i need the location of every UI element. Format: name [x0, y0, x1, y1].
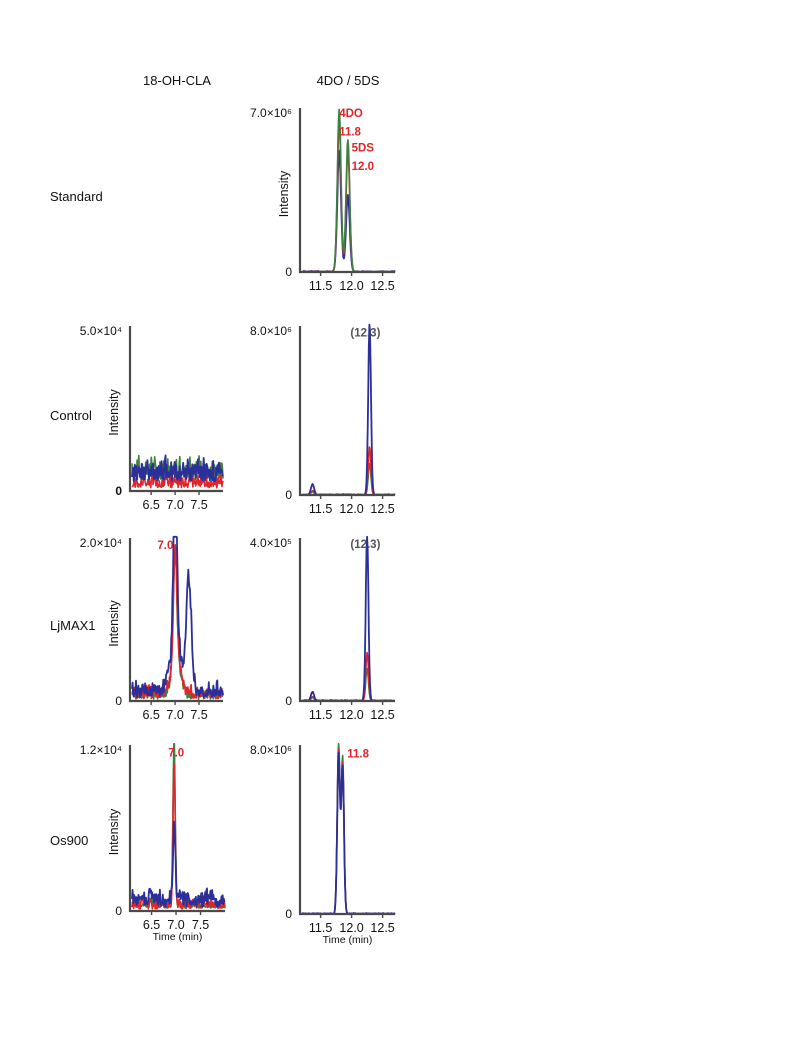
x-tick-label: 11.5: [309, 921, 332, 935]
series-red-line: [301, 651, 396, 702]
chart-panel-control-4do5ds: 11.5 12.0 12.5 0 8.0×10⁶ (12.3): [250, 323, 396, 516]
column-header-18ohcla: 18-OH-CLA: [143, 73, 211, 88]
column-header-4do5ds: 4DO / 5DS: [317, 73, 380, 88]
peak-annotation: (12.3): [350, 539, 380, 551]
series-red-line: [301, 446, 396, 496]
row-label-control: Control: [50, 408, 92, 423]
y-tick-label: 0: [285, 694, 292, 708]
peak-annotation: 7.0: [168, 748, 184, 760]
row-label-ljmax1: LjMAX1: [50, 618, 96, 633]
chart-panel-ljmax1-18ohcla: 6.5 7.0 7.5 0 2.0×10⁴ Intensity 7.0: [80, 535, 224, 722]
peak-annotation: 4DO: [339, 108, 363, 120]
row-label-os900: Os900: [50, 833, 88, 848]
y-axis-label: Intensity: [107, 599, 121, 646]
y-tick-label: 2.0×10⁴: [80, 536, 122, 550]
peak-annotation: 7.0: [157, 540, 173, 552]
y-tick-label: 8.0×10⁶: [250, 743, 292, 757]
series-red-line: [131, 763, 226, 910]
peak-annotation: 12.0: [352, 161, 374, 173]
x-tick-label: 7.5: [192, 918, 209, 932]
y-axis-label: Intensity: [107, 808, 121, 855]
series-blue-line: [131, 820, 226, 908]
x-tick-label: 7.0: [166, 498, 183, 512]
series-green-line: [301, 462, 396, 496]
x-axis-label: Time (min): [153, 931, 203, 943]
y-tick-label: 8.0×10⁶: [250, 324, 292, 338]
x-tick-label: 7.0: [166, 708, 183, 722]
peak-annotation: (12.3): [350, 327, 380, 339]
x-axis-label: Time (min): [323, 934, 373, 946]
x-tick-label: 7.5: [190, 708, 207, 722]
y-axis-label: Intensity: [277, 170, 291, 217]
y-tick-label: 0: [115, 694, 122, 708]
series-green-line: [131, 742, 226, 909]
peak-annotation: 5DS: [352, 143, 375, 155]
x-tick-label: 12.5: [370, 708, 394, 722]
x-tick-label: 7.5: [190, 498, 207, 512]
x-tick-label: 12.0: [339, 502, 363, 516]
y-tick-label: 0: [285, 488, 292, 502]
series-red-line: [301, 748, 396, 915]
y-tick-label: 0: [285, 907, 292, 921]
x-tick-label: 12.0: [339, 279, 363, 293]
chart-panel-ljmax1-4do5ds: 11.5 12.0 12.5 0 4.0×10⁵ (12.3): [250, 535, 396, 722]
x-tick-label: 12.0: [339, 921, 363, 935]
y-axis-label: Intensity: [107, 388, 121, 435]
series-green-line: [301, 742, 396, 915]
y-tick-label: 5.0×10⁴: [80, 324, 122, 338]
x-tick-label: 7.0: [167, 918, 184, 932]
x-tick-label: 6.5: [142, 708, 159, 722]
x-tick-label: 12.5: [370, 921, 394, 935]
y-tick-label: 0: [285, 265, 292, 279]
peak-annotation: 11.8: [347, 748, 369, 760]
x-tick-label: 11.5: [309, 502, 332, 516]
y-tick-label: 4.0×10⁵: [250, 536, 292, 550]
y-tick-label: 0: [115, 904, 122, 918]
series-blue-line: [301, 752, 396, 915]
chart-panel-control-18ohcla: 6.5 7.0 7.5 0 5.0×10⁴ Intensity: [80, 324, 224, 512]
x-tick-label: 12.5: [370, 502, 394, 516]
x-tick-label: 6.5: [142, 498, 159, 512]
row-label-standard: Standard: [50, 189, 103, 204]
x-tick-label: 12.5: [370, 279, 394, 293]
x-tick-label: 11.5: [309, 279, 332, 293]
chart-panel-os900-4do5ds: 11.5 12.0 12.5 0 8.0×10⁶ Time (min) 11.8: [250, 742, 396, 946]
x-tick-label: 6.5: [143, 918, 160, 932]
series-blue-line: [301, 535, 396, 702]
y-tick-label: 7.0×10⁶: [250, 106, 292, 120]
series-blue-line: [301, 323, 396, 496]
series-blue-line: [131, 454, 224, 483]
series-green-line: [301, 667, 396, 702]
y-tick-label: 1.2×10⁴: [80, 743, 122, 757]
peak-annotation: 11.8: [339, 126, 361, 138]
y-tick-label: 0: [115, 484, 122, 498]
chart-panel-standard-4do5ds: 11.5 12.0 12.5 0 7.0×10⁶ Intensity 4DO 11.8 5DS 1…: [250, 106, 396, 293]
x-tick-label: 12.0: [339, 708, 363, 722]
series-blue-line: [131, 535, 224, 698]
x-tick-label: 11.5: [309, 708, 332, 722]
